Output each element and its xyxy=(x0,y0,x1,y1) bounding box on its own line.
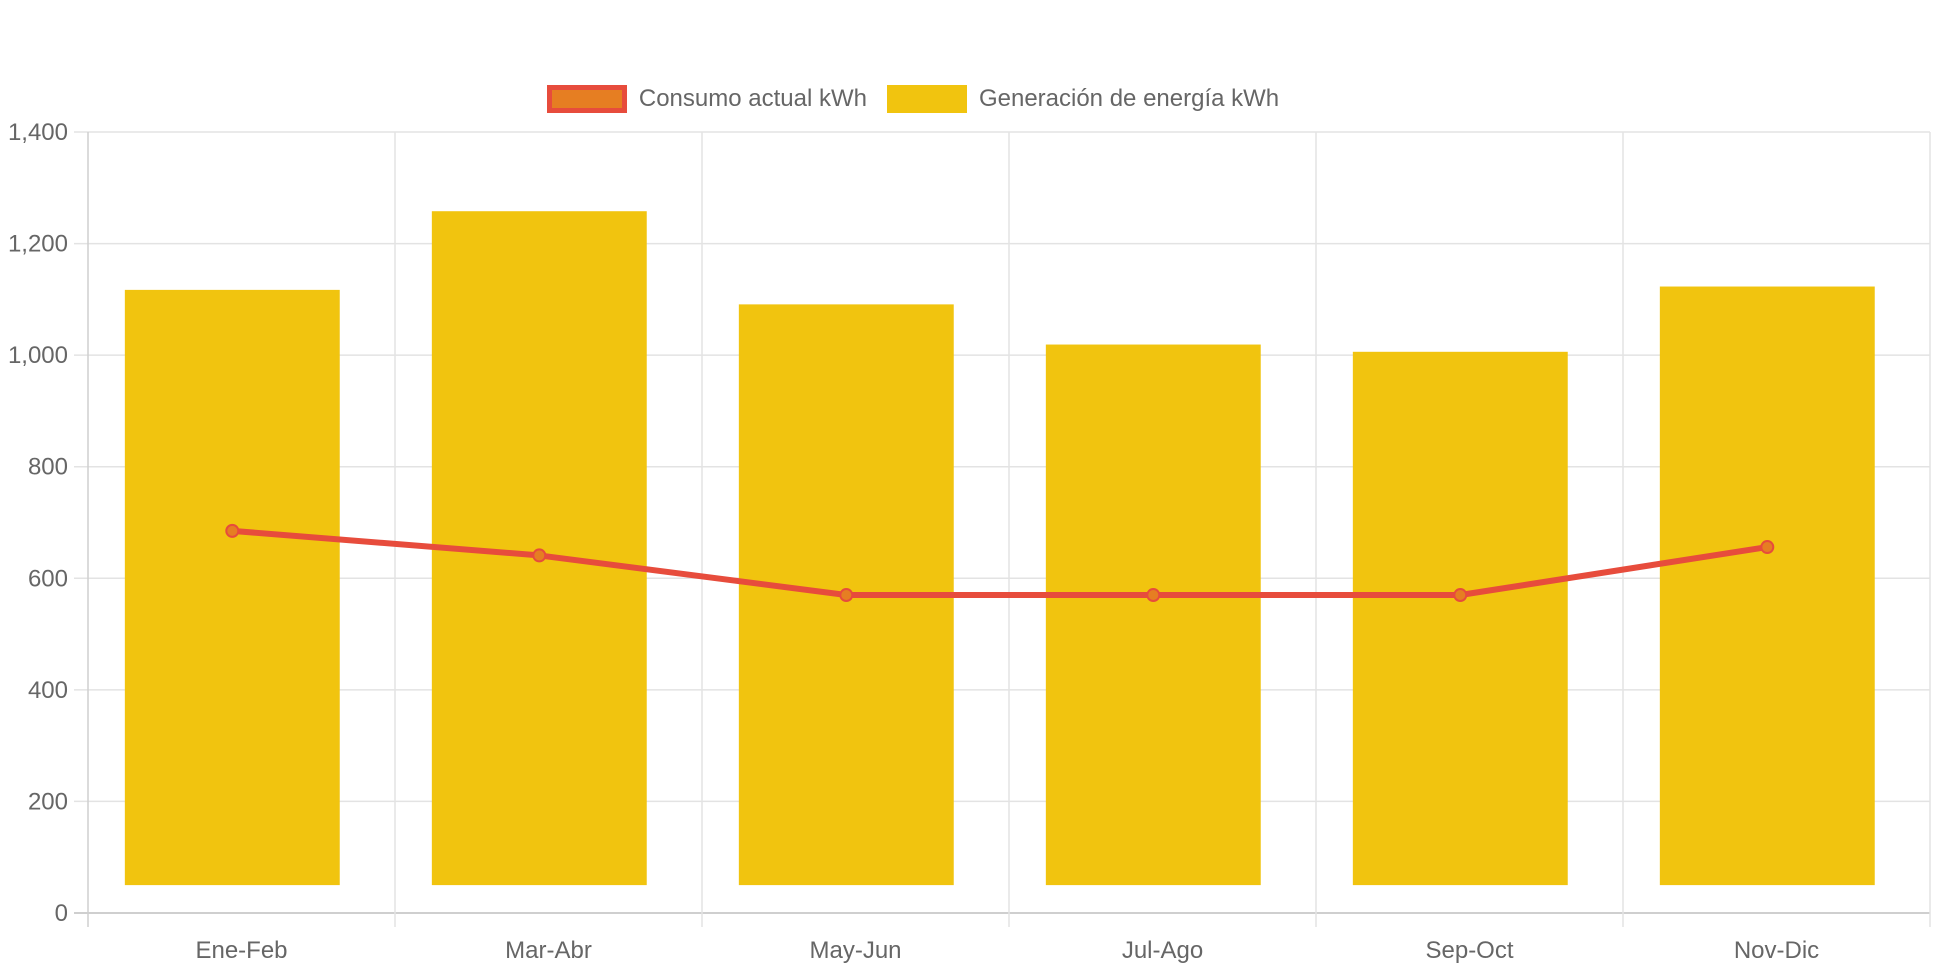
y-tick-label: 800 xyxy=(28,454,68,481)
x-tick-label: Sep-Oct xyxy=(1425,937,1513,964)
x-tick-label: Ene-Feb xyxy=(195,937,287,964)
x-tick-label: Nov-Dic xyxy=(1734,937,1819,964)
point-consumo xyxy=(532,548,547,563)
bar-generacion xyxy=(1045,344,1261,886)
x-tick-label: Mar-Abr xyxy=(505,937,592,964)
y-tick-label: 1,000 xyxy=(8,342,68,369)
bar-generacion xyxy=(1659,286,1875,886)
x-tick-label: May-Jun xyxy=(809,937,901,964)
point-consumo xyxy=(1760,540,1775,555)
legend-label-consumo: Consumo actual kWh xyxy=(638,85,867,112)
point-consumo xyxy=(839,588,854,603)
legend-item-generacion[interactable]: Generación de energía kWh xyxy=(886,84,1280,114)
point-consumo xyxy=(1453,588,1468,603)
y-tick-label: 200 xyxy=(28,788,68,815)
point-consumo xyxy=(1146,588,1161,603)
y-tick-label: 1,200 xyxy=(8,231,68,258)
legend: Consumo actual kWh Generación de energía… xyxy=(0,84,1884,114)
legend-swatch-generacion xyxy=(886,85,967,113)
legend-item-consumo[interactable]: Consumo actual kWh xyxy=(546,84,867,114)
y-tick-label: 0 xyxy=(55,900,68,927)
legend-label-generacion: Generación de energía kWh xyxy=(978,85,1280,112)
x-tick-label: Jul-Ago xyxy=(1122,937,1203,964)
bar-generacion xyxy=(1352,351,1568,886)
bar-generacion xyxy=(124,289,340,886)
y-tick-label: 400 xyxy=(28,677,68,704)
legend-swatch-consumo xyxy=(546,85,627,113)
y-tick-label: 600 xyxy=(28,565,68,592)
y-tick-label: 1,400 xyxy=(8,119,68,146)
point-consumo xyxy=(225,523,240,538)
line-consumo xyxy=(229,527,1771,599)
